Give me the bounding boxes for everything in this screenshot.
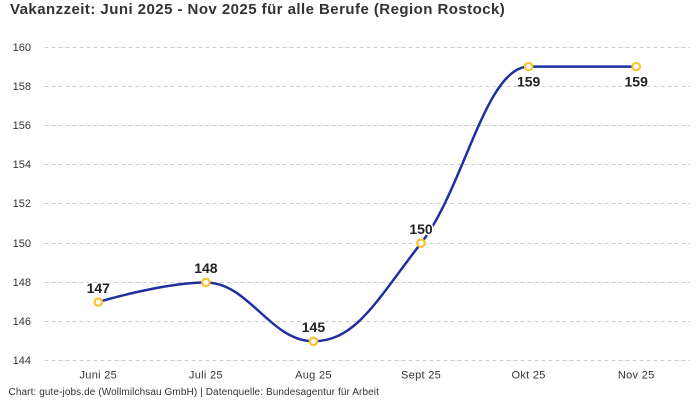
svg-text:145: 145 — [302, 319, 326, 335]
svg-text:159: 159 — [517, 74, 541, 90]
svg-text:144: 144 — [13, 355, 31, 367]
svg-text:Chart: gute-jobs.de (Wollmilch: Chart: gute-jobs.de (Wollmilchsau GmbH) … — [9, 387, 380, 398]
svg-text:158: 158 — [13, 81, 31, 93]
svg-text:147: 147 — [87, 280, 111, 296]
svg-text:Sept 25: Sept 25 — [401, 370, 441, 382]
svg-text:Nov 25: Nov 25 — [618, 370, 655, 382]
svg-text:148: 148 — [13, 277, 31, 289]
svg-text:150: 150 — [13, 238, 31, 250]
svg-text:Juli 25: Juli 25 — [189, 370, 223, 382]
svg-text:150: 150 — [409, 221, 433, 237]
svg-text:Juni 25: Juni 25 — [80, 370, 118, 382]
svg-text:156: 156 — [13, 120, 31, 132]
svg-text:160: 160 — [13, 42, 31, 54]
svg-text:154: 154 — [13, 159, 31, 171]
svg-text:Vakanzzeit: Juni 2025 - Nov 20: Vakanzzeit: Juni 2025 - Nov 2025 für all… — [10, 1, 505, 18]
svg-text:148: 148 — [194, 260, 218, 276]
svg-text:146: 146 — [13, 316, 31, 328]
svg-text:159: 159 — [625, 74, 649, 90]
svg-text:152: 152 — [13, 198, 31, 210]
svg-text:Aug 25: Aug 25 — [295, 370, 332, 382]
svg-text:Okt 25: Okt 25 — [512, 370, 546, 382]
